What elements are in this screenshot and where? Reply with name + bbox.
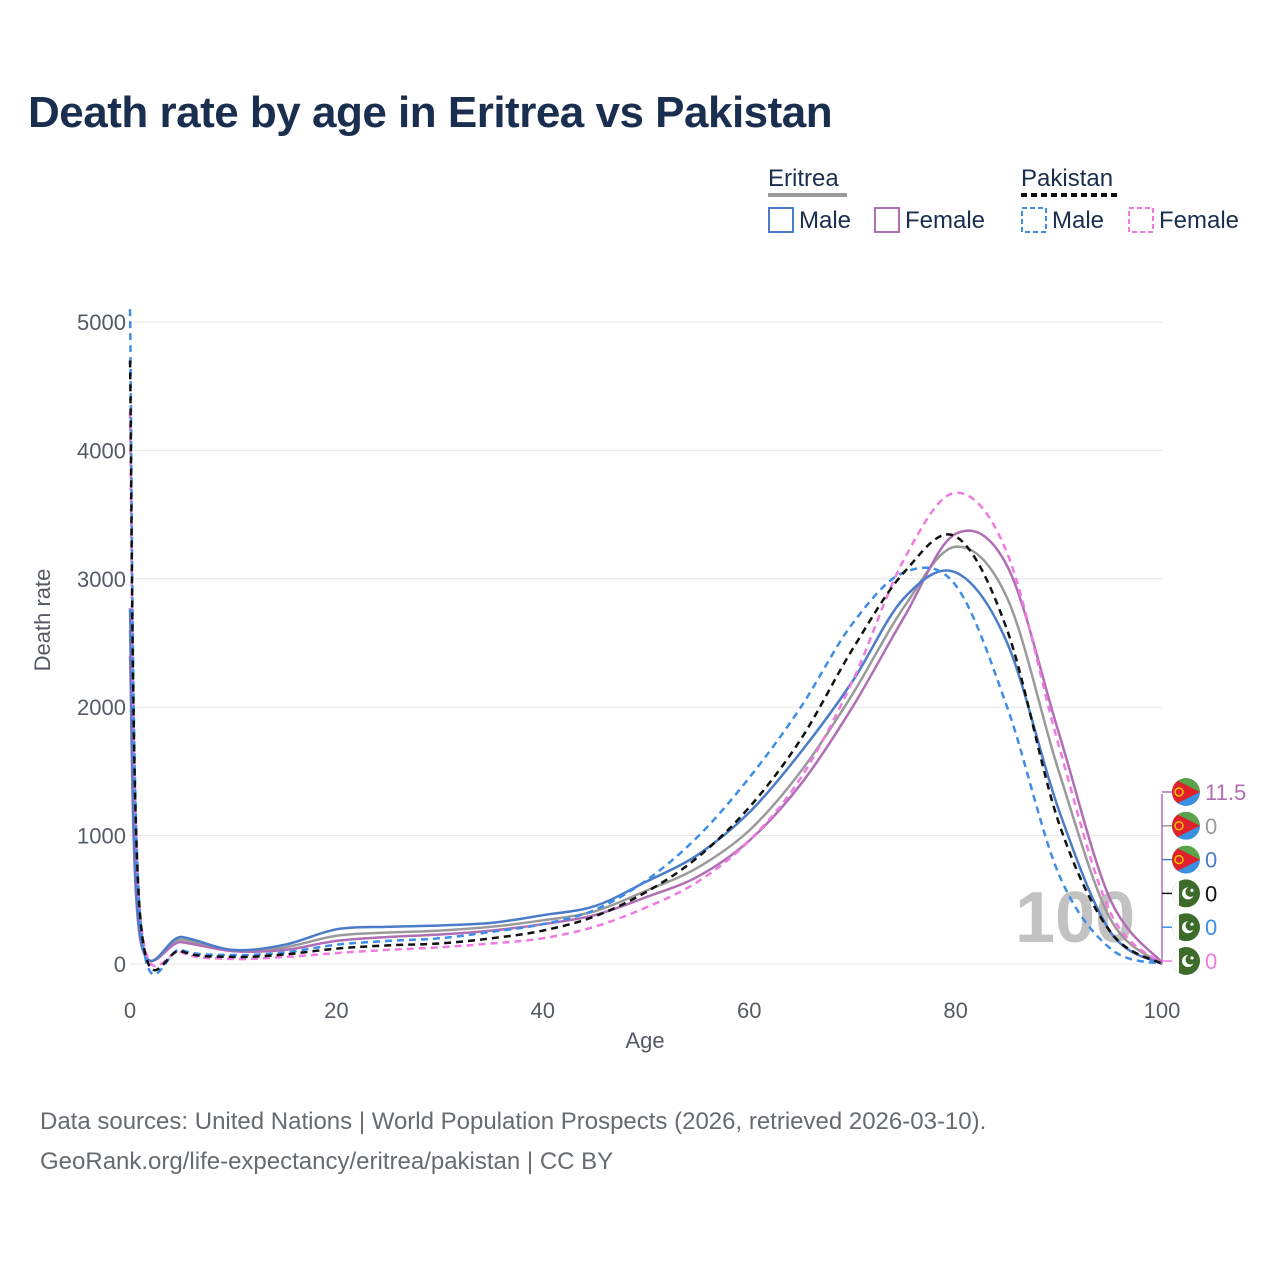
y-tick-label: 3000: [77, 567, 126, 592]
end-label-value: 0: [1205, 915, 1217, 940]
end-label-pakistan-total: 0: [1162, 879, 1217, 908]
series-lines: [128, 309, 1163, 976]
end-labels: 11.5 0 0 0 0 0: [1161, 778, 1246, 975]
end-label-value: 0: [1205, 949, 1217, 974]
y-tick-label: 0: [114, 952, 126, 977]
end-label-value: 0: [1205, 814, 1217, 839]
end-label-pakistan-male: 0: [1162, 913, 1217, 942]
source-line-1: Data sources: United Nations | World Pop…: [40, 1108, 987, 1135]
x-tick-label: 40: [531, 998, 555, 1023]
legend-label-pakistan-male[interactable]: Male: [1052, 207, 1104, 234]
eritrea-flag-icon: [1172, 845, 1200, 874]
series-line-pakistan-total[interactable]: [128, 360, 1163, 972]
grid-lines: [130, 321, 1162, 965]
y-tick-label: 5000: [77, 310, 126, 335]
legend-swatch-pakistan-male[interactable]: [1021, 207, 1047, 233]
end-label-eritrea-male: 0: [1162, 845, 1217, 874]
series-line-eritrea-female[interactable]: [128, 529, 1163, 964]
series-line-pakistan-female[interactable]: [128, 411, 1163, 968]
legend-label-eritrea-female[interactable]: Female: [905, 207, 985, 234]
x-tick-label: 20: [324, 998, 348, 1023]
legend-swatch-pakistan-female[interactable]: [1128, 207, 1154, 233]
x-tick-label: 100: [1144, 998, 1181, 1023]
end-label-pakistan-female: 0: [1162, 947, 1217, 975]
series-line-eritrea-total[interactable]: [128, 545, 1163, 965]
legend[interactable]: Eritrea Male Female Pakistan Male Female: [768, 165, 1239, 234]
source-line-2: GeoRank.org/life-expectancy/eritrea/paki…: [40, 1148, 614, 1175]
x-tick-label: 60: [737, 998, 761, 1023]
eritrea-flag-icon: [1172, 778, 1200, 806]
end-label-eritrea-total: 0: [1162, 811, 1217, 840]
legend-label-pakistan-female[interactable]: Female: [1159, 207, 1239, 234]
pakistan-flag-icon: [1172, 879, 1200, 908]
y-tick-label: 1000: [77, 824, 126, 849]
pakistan-flag-icon: [1172, 913, 1200, 942]
legend-group-pakistan[interactable]: Pakistan: [1021, 165, 1113, 192]
eritrea-flag-icon: [1172, 811, 1200, 840]
x-tick-label: 80: [943, 998, 967, 1023]
y-axis-ticks: 0 1000 2000 3000 4000 5000: [77, 310, 126, 977]
x-axis-title: Age: [625, 1028, 664, 1053]
legend-swatch-eritrea-male[interactable]: [768, 207, 794, 233]
legend-label-eritrea-male[interactable]: Male: [799, 207, 851, 234]
series-line-eritrea-male[interactable]: [128, 569, 1163, 966]
legend-group-eritrea[interactable]: Eritrea: [768, 165, 839, 192]
year-watermark: 100: [1015, 878, 1135, 958]
x-axis-ticks: 0 20 40 60 80 100: [124, 998, 1180, 1023]
chart-title: Death rate by age in Eritrea vs Pakistan: [28, 88, 833, 137]
y-axis-title: Death rate: [30, 569, 55, 672]
end-label-eritrea-female: 11.5: [1162, 778, 1246, 806]
y-tick-label: 2000: [77, 695, 126, 720]
end-label-value: 0: [1205, 848, 1217, 873]
end-label-value: 11.5: [1205, 780, 1246, 805]
y-tick-label: 4000: [77, 438, 126, 463]
x-tick-label: 0: [124, 998, 136, 1023]
end-label-value: 0: [1205, 881, 1217, 906]
pakistan-flag-icon: [1172, 947, 1200, 975]
legend-swatch-eritrea-female[interactable]: [874, 207, 900, 233]
